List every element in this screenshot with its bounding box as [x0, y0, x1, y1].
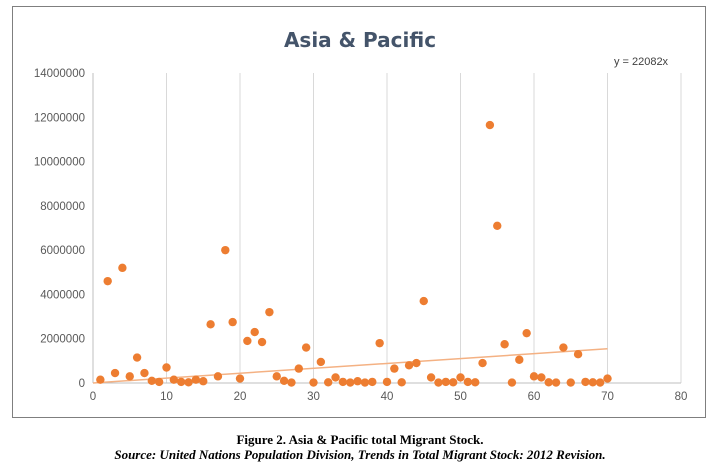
data-point: [375, 338, 384, 348]
data-point: [199, 377, 208, 386]
data-points: [96, 120, 612, 387]
data-point: [324, 378, 333, 387]
data-point: [588, 378, 597, 387]
data-point: [228, 317, 237, 327]
x-tick-label: 60: [528, 391, 541, 403]
data-point: [397, 378, 406, 387]
data-point: [272, 372, 281, 381]
data-point: [287, 378, 296, 387]
data-point: [162, 363, 171, 372]
data-point: [118, 263, 127, 273]
data-point: [500, 340, 509, 349]
data-point: [279, 376, 289, 385]
data-point: [559, 343, 568, 352]
data-point: [595, 378, 605, 387]
data-point: [184, 378, 193, 387]
data-point: [360, 378, 370, 387]
axes: 0 10 20 30 40 50 60 70 80 0 2000000 4000000 6000000 8…: [34, 68, 688, 403]
data-point: [404, 361, 414, 370]
y-tick-label: 8000000: [40, 201, 85, 213]
data-point: [265, 307, 274, 317]
data-point: [206, 320, 215, 329]
x-tick-label: 10: [160, 391, 173, 403]
y-tick-label: 2000000: [40, 334, 85, 346]
data-point: [507, 378, 517, 387]
data-point: [426, 373, 436, 382]
data-point: [96, 375, 105, 384]
x-tick-label: 80: [675, 391, 688, 403]
y-tick-label: 12000000: [34, 112, 85, 124]
data-point: [382, 377, 392, 387]
data-point: [331, 373, 340, 382]
y-tick-label: 10000000: [34, 157, 85, 169]
caption-source: Source: United Nations Population Divisi…: [114, 447, 606, 462]
x-tick-label: 20: [234, 391, 247, 403]
data-point: [110, 368, 120, 378]
data-point: [471, 378, 480, 387]
data-point: [250, 327, 259, 337]
data-point: [243, 336, 252, 346]
data-point: [390, 364, 399, 373]
data-point: [140, 368, 149, 378]
data-point: [478, 358, 487, 368]
data-point: [316, 357, 326, 367]
x-tick-label: 0: [90, 391, 96, 403]
data-point: [191, 375, 201, 384]
data-point: [301, 343, 311, 352]
x-tick-label: 70: [601, 391, 614, 403]
data-point: [441, 377, 450, 387]
data-point: [419, 296, 428, 306]
x-tick-label: 30: [307, 391, 320, 403]
data-point: [448, 378, 458, 387]
data-point: [493, 221, 502, 230]
data-point: [368, 377, 377, 387]
data-point: [581, 377, 590, 387]
data-point: [235, 374, 245, 383]
data-point: [125, 372, 134, 381]
x-tick-label: 40: [381, 391, 394, 403]
figure-caption: Figure 2. Asia & Pacific total Migrant S…: [0, 432, 720, 462]
data-point: [309, 378, 318, 387]
y-tick-label: 6000000: [40, 245, 85, 257]
data-point: [551, 378, 561, 387]
data-point: [294, 364, 303, 373]
data-point: [485, 120, 495, 130]
data-point: [177, 377, 186, 387]
data-point: [515, 355, 524, 364]
data-point: [213, 372, 223, 381]
chart-frame: 0 10 20 30 40 50 60 70 80 0 2000000 4000000 6000000 8…: [12, 6, 706, 418]
data-point: [456, 373, 465, 382]
data-point: [132, 353, 142, 362]
data-point: [103, 276, 112, 286]
data-point: [221, 245, 230, 255]
data-point: [463, 377, 473, 387]
caption-title: Figure 2. Asia & Pacific total Migrant S…: [236, 432, 484, 447]
trendline-line: [92, 348, 608, 384]
y-tick-label: 4000000: [40, 289, 85, 301]
trendline-equation: y = 22082x: [614, 56, 669, 68]
data-point: [154, 377, 164, 387]
data-point: [529, 372, 539, 381]
y-tick-label: 0: [79, 378, 85, 390]
data-point: [147, 376, 156, 385]
grid-lines: [166, 73, 682, 383]
data-point: [573, 350, 583, 359]
chart-title: Asia & Pacific: [284, 28, 436, 52]
scatter-chart: 0 10 20 30 40 50 60 70 80 0 2000000 4000000 6000000 8…: [34, 28, 688, 403]
data-point: [346, 378, 355, 387]
data-point: [434, 378, 443, 387]
data-point: [169, 375, 179, 384]
trendline: [92, 348, 608, 384]
data-point: [412, 358, 421, 368]
data-point: [353, 377, 362, 386]
x-tick-label: 50: [454, 391, 467, 403]
data-point: [544, 378, 553, 387]
data-point: [257, 337, 267, 347]
y-tick-label: 14000000: [34, 68, 85, 80]
data-point: [566, 378, 575, 387]
data-point: [338, 377, 348, 387]
data-point: [522, 328, 531, 338]
data-point: [603, 374, 612, 383]
data-point: [537, 373, 546, 382]
